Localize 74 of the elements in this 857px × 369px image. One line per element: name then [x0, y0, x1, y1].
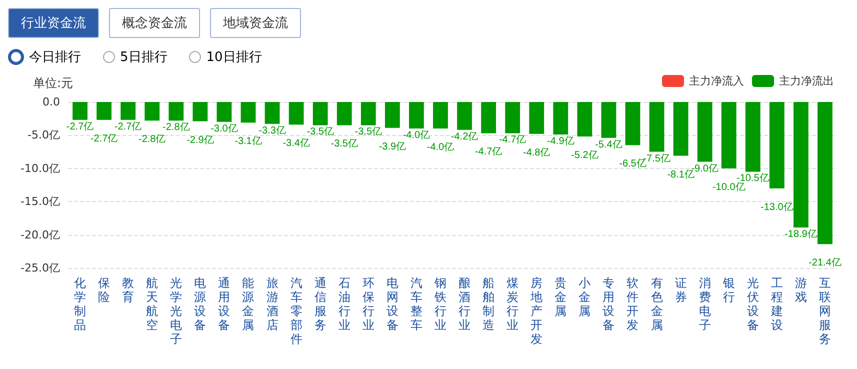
data-label: -3.1亿	[234, 136, 262, 148]
legend-label: 主力净流出	[779, 74, 834, 88]
x-tick-label: 工程建设	[770, 276, 783, 332]
x-tick-label: 小金属	[578, 276, 591, 318]
text: 10日排行	[206, 49, 262, 66]
x-tick-label: 船舶制造	[482, 276, 495, 332]
y-tick-label: -25.0亿	[20, 262, 60, 274]
data-label: -3.3亿	[258, 125, 286, 136]
x-tick-label: 旅游酒店	[266, 276, 278, 332]
data-label: -21.4亿	[808, 258, 842, 269]
x-tick-label: 互联网服务	[818, 276, 831, 346]
data-label: -3.0亿	[210, 123, 238, 134]
x-tick-label: 汽车整车	[410, 276, 422, 332]
data-label: -4.2亿	[450, 131, 478, 142]
x-tick-label: 煤炭行业	[506, 276, 519, 332]
x-tick-label: 证券	[674, 276, 687, 304]
x-tick-label: 航天航空	[146, 276, 158, 332]
x-tick-label: 教育	[122, 276, 134, 304]
data-label: -2.9亿	[186, 134, 214, 146]
y-tick-label: 0.0	[42, 96, 60, 108]
x-tick-label: 汽车零部件	[290, 276, 302, 346]
y-tick-label: -20.0亿	[20, 228, 60, 242]
x-tick-label: 环保行业	[362, 276, 374, 332]
data-label: -3.9亿	[378, 141, 406, 152]
data-label: -4.7亿	[498, 134, 526, 146]
x-tick-label: 保险	[98, 276, 110, 304]
data-label: -18.9亿	[784, 228, 818, 240]
x-tick-label: 银行	[722, 276, 735, 304]
x-tick-label: 房地产开发	[530, 276, 543, 346]
data-label: -4.9亿	[547, 136, 574, 148]
text: 概念资金流	[109, 8, 200, 38]
y-axis-title: 单位:元	[33, 76, 74, 90]
x-tick-label: 通用设备	[218, 276, 230, 332]
data-label: -2.8亿	[138, 134, 166, 146]
legend-label: 主力净流入	[689, 74, 744, 88]
data-label: -4.0亿	[402, 130, 430, 142]
x-tick-label: 光学光电子	[170, 276, 182, 346]
x-tick-label: 化学制品	[74, 276, 86, 332]
x-tick-label: 能源金属	[242, 276, 254, 332]
data-label: -3.5亿	[330, 138, 358, 150]
x-tick-label: 钢铁行业	[433, 276, 446, 332]
data-label: -4.8亿	[522, 147, 550, 158]
y-tick-label: -10.0亿	[20, 162, 60, 175]
x-tick-label: 酿酒行业	[458, 276, 471, 332]
data-label: -3.4亿	[282, 138, 310, 150]
data-label: -10.0亿	[712, 182, 746, 193]
text: 今日排行	[29, 49, 81, 66]
x-tick-label: 有色金属	[650, 276, 663, 332]
x-tick-label: 光伏设备	[746, 276, 759, 332]
data-label: -4.7亿	[474, 146, 502, 158]
text: 5日排行	[120, 49, 168, 66]
x-tick-label: 消费电子	[698, 276, 711, 332]
x-tick-label: 电网设备	[386, 276, 398, 332]
data-label: -13.0亿	[760, 202, 794, 213]
data-label: -2.7亿	[66, 121, 94, 132]
data-label: -2.7亿	[114, 121, 142, 132]
x-tick-label: 通信服务	[314, 276, 326, 332]
x-tick-label: 游戏	[794, 276, 807, 304]
x-tick-label: 贵金属	[554, 276, 567, 318]
data-label: -3.5亿	[306, 126, 334, 138]
text: 行业资金流	[8, 8, 99, 38]
data-label: -5.2亿	[571, 150, 598, 162]
x-tick-label: 电源设备	[194, 276, 206, 332]
text: 地域资金流	[210, 8, 301, 38]
data-label: -2.8亿	[162, 122, 190, 134]
data-label: -5.4亿	[595, 139, 622, 150]
data-label: -2.7亿	[90, 133, 118, 144]
y-tick-label: -15.0亿	[20, 195, 60, 208]
x-tick-label: 软件开发	[626, 276, 639, 332]
x-tick-label: 专用设备	[602, 276, 615, 332]
data-label: -4.0亿	[426, 142, 454, 154]
data-label: -3.5亿	[354, 126, 382, 138]
y-tick-label: -5.0亿	[28, 128, 60, 142]
x-tick-label: 石油行业	[338, 276, 350, 332]
